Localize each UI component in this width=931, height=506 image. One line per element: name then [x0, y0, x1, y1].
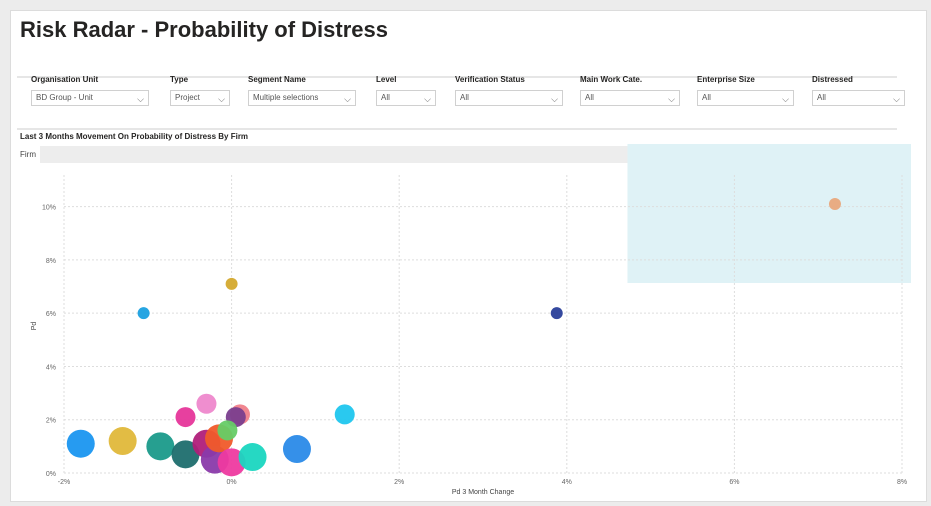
- x-tick-label: 4%: [562, 479, 572, 486]
- filter-label: Type: [170, 75, 189, 84]
- scatter-point: [217, 448, 246, 477]
- scatter-point: [217, 420, 238, 441]
- filter-value: BD Group - Unit: [36, 93, 93, 102]
- filter-value: All: [702, 93, 711, 102]
- y-tick-label: 0%: [46, 471, 56, 478]
- x-tick-label: 6%: [729, 479, 739, 486]
- filter-dropdown[interactable]: Project ⌵: [170, 90, 230, 106]
- scatter-point: [225, 277, 238, 290]
- y-tick-label: 6%: [46, 311, 56, 318]
- x-tick-label: 8%: [897, 479, 907, 486]
- filter-4: Verification Status All ⌵: [455, 75, 563, 106]
- scatter-point: [238, 443, 267, 472]
- scatter-point: [108, 427, 137, 456]
- highlight-zone: [627, 144, 911, 283]
- filter-value: All: [381, 93, 390, 102]
- filter-0: Organisation Unit BD Group - Unit ⌵: [31, 75, 149, 106]
- filter-dropdown[interactable]: All ⌵: [376, 90, 436, 106]
- firm-slicer-label: Firm: [20, 150, 36, 159]
- filter-5: Main Work Cate. All ⌵: [580, 75, 680, 106]
- filter-3: Level All ⌵: [376, 75, 436, 106]
- y-tick-label: 10%: [42, 205, 56, 212]
- y-tick-label: 2%: [46, 418, 56, 425]
- filter-divider: [17, 128, 897, 130]
- chevron-down-icon: ⌵: [344, 94, 351, 104]
- filter-label: Level: [376, 75, 397, 84]
- scatter-point: [282, 435, 311, 464]
- filter-dropdown[interactable]: All ⌵: [580, 90, 680, 106]
- filter-value: All: [585, 93, 594, 102]
- scatter-point: [146, 432, 175, 461]
- filter-1: Type Project ⌵: [170, 75, 230, 106]
- filter-dropdown[interactable]: BD Group - Unit ⌵: [31, 90, 149, 106]
- filter-dropdown[interactable]: All ⌵: [697, 90, 794, 106]
- y-tick-label: 8%: [46, 258, 56, 265]
- filter-7: Distressed All ⌵: [812, 75, 905, 106]
- scatter-point: [550, 307, 563, 320]
- filter-label: Verification Status: [455, 75, 525, 84]
- scatter-point: [137, 307, 150, 320]
- filter-dropdown[interactable]: All ⌵: [812, 90, 905, 106]
- filter-label: Segment Name: [248, 75, 306, 84]
- chevron-down-icon: ⌵: [893, 94, 900, 104]
- filter-value: Multiple selections: [253, 93, 319, 102]
- scatter-point: [334, 404, 355, 425]
- header-divider: [17, 76, 897, 78]
- x-tick-label: 2%: [394, 479, 404, 486]
- filter-dropdown[interactable]: All ⌵: [455, 90, 563, 106]
- scatter-point: [196, 393, 217, 414]
- filter-dropdown[interactable]: Multiple selections ⌵: [248, 90, 356, 106]
- chevron-down-icon: ⌵: [424, 94, 431, 104]
- page-title: Risk Radar - Probability of Distress: [20, 17, 388, 42]
- scatter-point: [66, 429, 95, 458]
- x-tick-label: -2%: [58, 479, 70, 486]
- filter-label: Distressed: [812, 75, 853, 84]
- y-tick-label: 4%: [46, 364, 56, 371]
- filter-2: Segment Name Multiple selections ⌵: [248, 75, 356, 106]
- chevron-down-icon: ⌵: [137, 94, 144, 104]
- filter-6: Enterprise Size All ⌵: [697, 75, 794, 106]
- x-axis-label: Pd 3 Month Change: [452, 489, 514, 496]
- chevron-down-icon: ⌵: [668, 94, 675, 104]
- chart-title: Last 3 Months Movement On Probability of…: [20, 132, 249, 141]
- filter-label: Enterprise Size: [697, 75, 755, 84]
- scatter-point: [828, 197, 841, 210]
- filter-value: All: [817, 93, 826, 102]
- x-tick-label: 0%: [227, 479, 237, 486]
- scatter-point: [175, 407, 196, 428]
- scatter-point: [171, 440, 200, 469]
- chevron-down-icon: ⌵: [782, 94, 789, 104]
- filter-value: All: [460, 93, 469, 102]
- chevron-down-icon: ⌵: [551, 94, 558, 104]
- y-axis-label: Pd: [31, 322, 38, 331]
- filter-value: Project: [175, 93, 200, 102]
- filter-label: Main Work Cate.: [580, 75, 643, 84]
- chevron-down-icon: ⌵: [218, 94, 225, 104]
- filter-label: Organisation Unit: [31, 75, 99, 84]
